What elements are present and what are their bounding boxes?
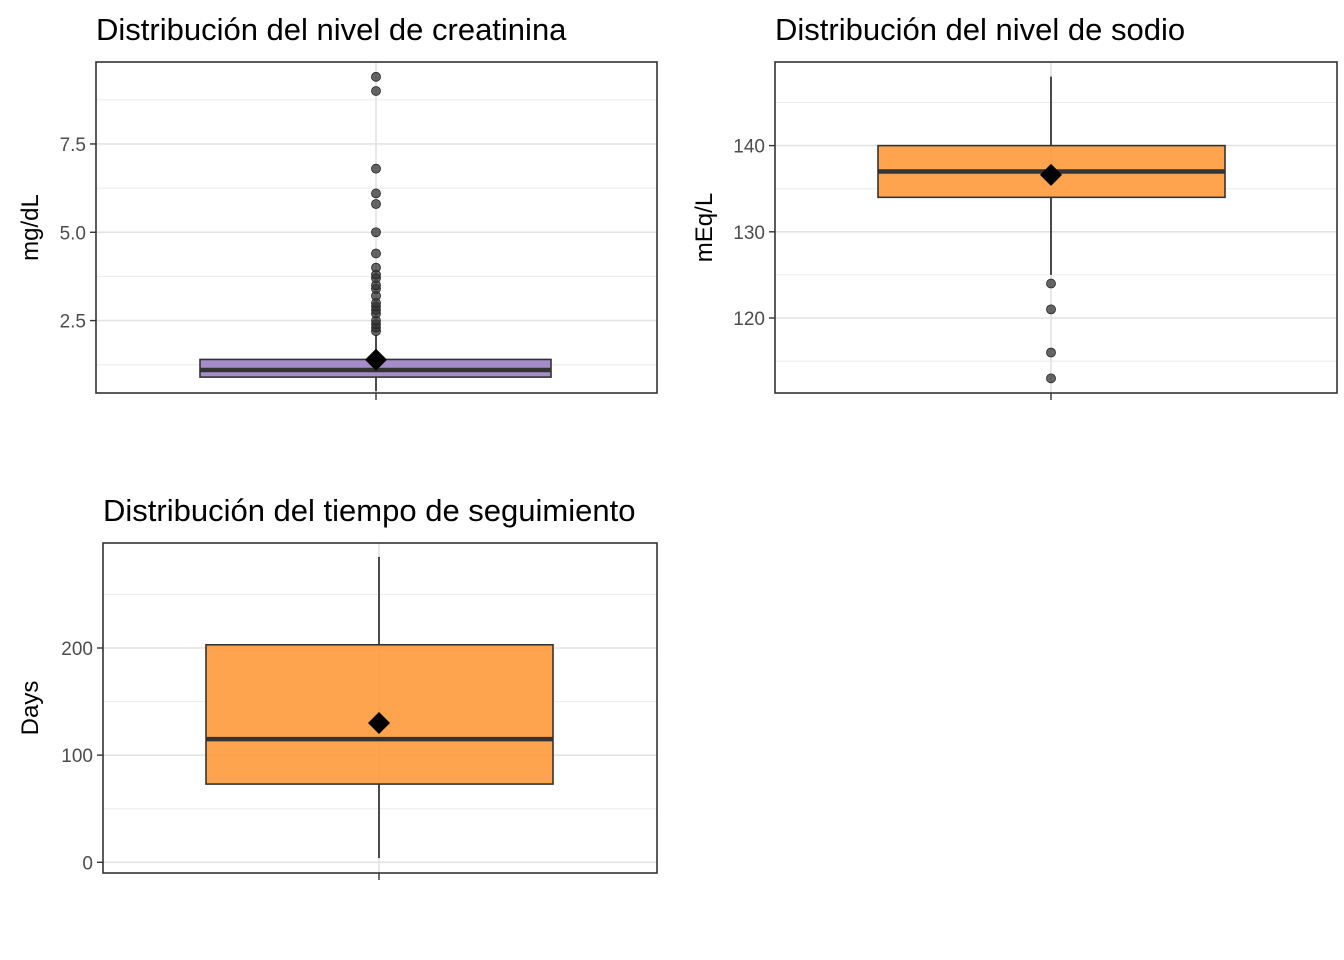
outlier-point	[371, 163, 381, 174]
outlier-point	[371, 188, 381, 199]
y-tick-label: 200	[61, 639, 93, 660]
outlier-point	[371, 227, 381, 238]
chart-title: Distribución del tiempo de seguimiento	[103, 493, 635, 528]
outlier-point	[371, 71, 381, 82]
outlier-point	[1046, 347, 1056, 358]
chart-panel-2: Distribución del nivel de sodio 120 130 140…	[691, 12, 1338, 400]
outlier-point	[1046, 304, 1056, 315]
y-axis-label: mEq/L	[691, 193, 718, 262]
y-tick-label: 140	[733, 137, 765, 158]
y-tick-label: 2.5	[60, 312, 86, 333]
y-tick-label: 130	[733, 223, 765, 244]
y-axis-label: mg/dL	[17, 194, 44, 261]
outlier-point	[371, 86, 381, 96]
y-tick-label: 0	[82, 853, 93, 874]
panel-border	[102, 542, 658, 874]
outlier-point	[371, 248, 381, 259]
y-tick-label: 7.5	[60, 135, 86, 156]
plot-background	[775, 62, 1337, 393]
chart-panel-3: Distribución del tiempo de seguimiento 0 1…	[17, 493, 658, 880]
outlier-point	[371, 199, 381, 209]
outlier-point	[1046, 278, 1056, 289]
chart-panel-1: Distribución del nivel de creatinina 2.5 5…	[17, 12, 658, 400]
chart-title: Distribución del nivel de creatinina	[96, 12, 567, 47]
outlier-point	[371, 262, 381, 273]
y-tick-label: 5.0	[60, 223, 86, 244]
mean-diamond	[1040, 163, 1062, 186]
chart-title: Distribución del nivel de sodio	[775, 12, 1185, 47]
y-tick-label: 100	[61, 746, 93, 767]
panel-border	[774, 61, 1338, 394]
y-axis-label: Days	[17, 681, 44, 736]
mean-diamond	[365, 348, 387, 371]
mean-diamond	[368, 712, 390, 734]
y-tick-label: 120	[733, 309, 765, 330]
outlier-point	[1046, 373, 1056, 384]
